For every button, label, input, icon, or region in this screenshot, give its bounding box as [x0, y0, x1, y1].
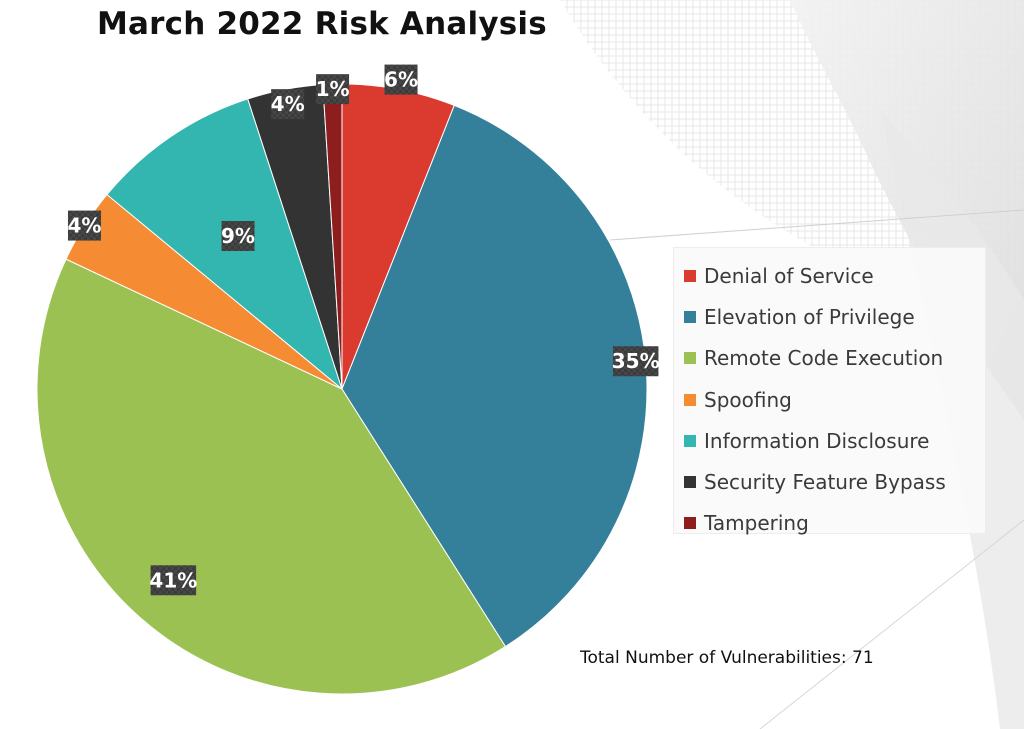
legend-item-security-feature-bypass: Security Feature Bypass: [674, 461, 985, 502]
data-label-box: [384, 64, 418, 95]
data-label-information-disclosure: 9%: [221, 220, 255, 251]
total-vulnerabilities-annotation: Total Number of Vulnerabilities: 71: [580, 648, 874, 668]
legend-swatch: [684, 434, 696, 447]
data-label-denial-of-service: 6%: [384, 64, 418, 95]
data-label-box: [612, 346, 659, 377]
data-label-text: 1%: [316, 77, 350, 101]
legend-label: Denial of Service: [704, 263, 874, 288]
data-label-spoofing: 4%: [67, 210, 101, 241]
legend-swatch: [684, 393, 696, 406]
legend-swatch: [684, 517, 696, 530]
data-label-text: 9%: [221, 224, 255, 248]
data-label-security-feature-bypass: 4%: [271, 89, 305, 120]
legend-label: Tampering: [704, 511, 809, 536]
legend-label: Spoofing: [704, 387, 792, 412]
legend-item-tampering: Tampering: [674, 503, 985, 544]
legend-item-denial-of-service: Denial of Service: [674, 255, 985, 296]
legend-label: Elevation of Privilege: [704, 304, 915, 329]
data-label-remote-code-execution: 41%: [149, 565, 197, 596]
legend-swatch: [684, 310, 696, 323]
data-label-elevation-of-privilege: 35%: [612, 346, 660, 377]
data-label-text: 4%: [271, 92, 305, 116]
legend-item-spoofing: Spoofing: [674, 379, 985, 420]
legend-item-information-disclosure: Information Disclosure: [674, 420, 985, 461]
data-label-box: [221, 220, 255, 251]
data-label-tampering: 1%: [316, 74, 350, 105]
data-label-box: [150, 565, 197, 596]
legend-item-elevation-of-privilege: Elevation of Privilege: [674, 296, 985, 337]
data-label-text: 41%: [149, 568, 197, 592]
data-label-text: 35%: [612, 349, 660, 373]
legend-label: Information Disclosure: [704, 428, 930, 453]
legend: Denial of Service Elevation of Privilege R…: [673, 247, 986, 535]
legend-swatch: [684, 269, 696, 282]
legend-swatch: [684, 476, 696, 489]
chart-title: March 2022 Risk Analysis: [97, 6, 547, 42]
data-label-box: [67, 210, 101, 241]
data-label-text: 6%: [384, 68, 418, 92]
data-label-box: [316, 74, 350, 105]
data-label-box: [271, 89, 305, 120]
legend-item-remote-code-execution: Remote Code Execution: [674, 338, 985, 379]
legend-label: Security Feature Bypass: [704, 470, 946, 495]
data-label-text: 4%: [67, 214, 101, 238]
legend-label: Remote Code Execution: [704, 346, 944, 371]
legend-swatch: [684, 352, 696, 365]
